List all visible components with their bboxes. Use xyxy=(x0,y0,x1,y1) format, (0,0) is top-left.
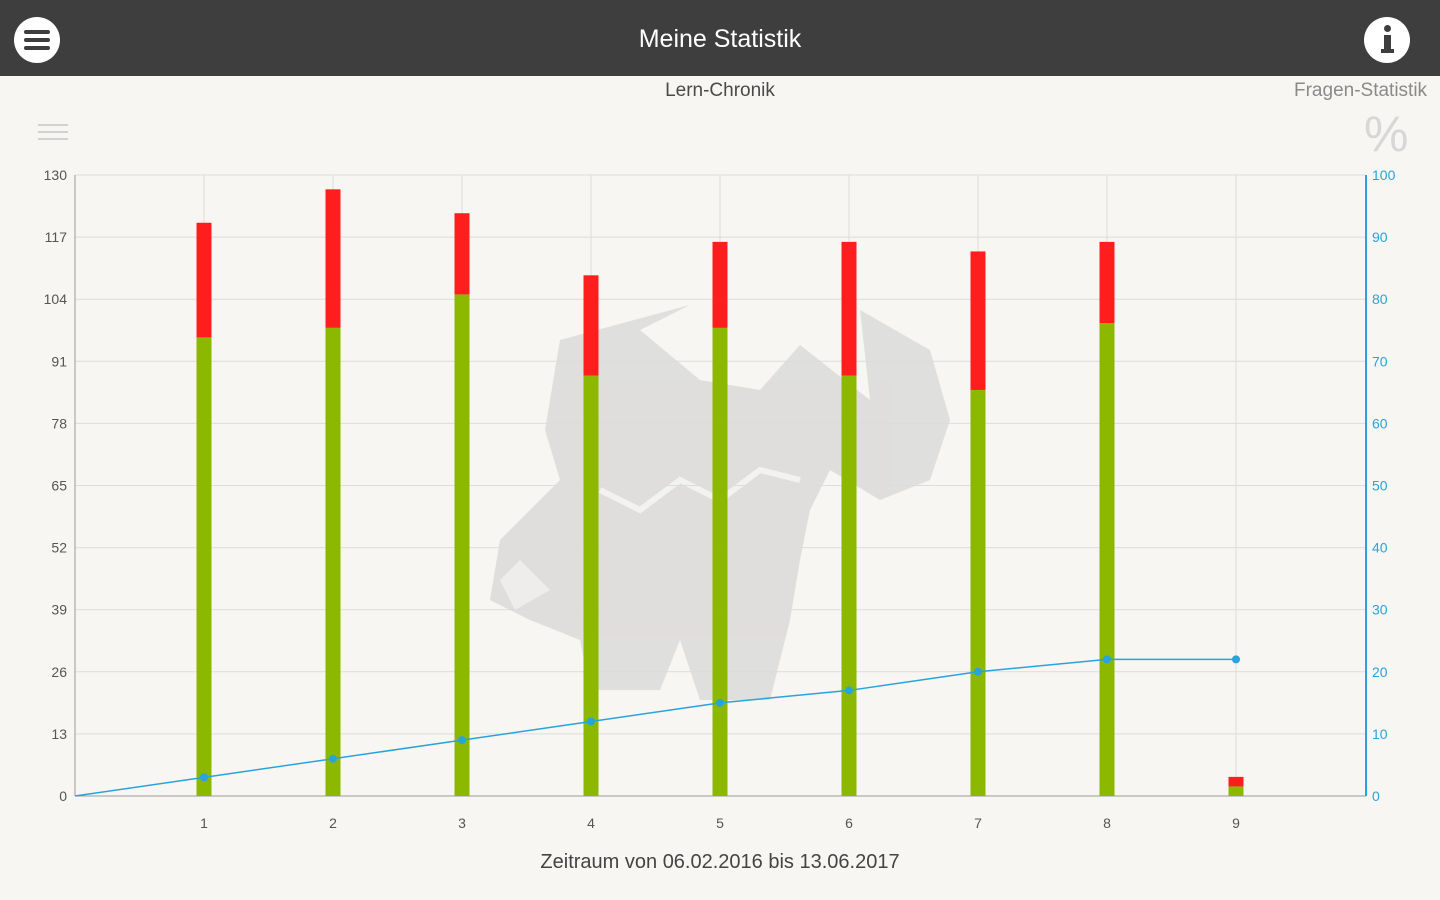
bar-segment-wrong xyxy=(325,189,341,328)
bar-segment-wrong xyxy=(712,241,728,328)
progress-point xyxy=(974,667,982,676)
x-tick-label: 8 xyxy=(1103,815,1111,831)
app-bar: Meine Statistik xyxy=(0,0,1440,76)
x-tick-label: 2 xyxy=(329,815,337,831)
info-icon[interactable] xyxy=(1364,17,1410,63)
y-left-tick-label: 39 xyxy=(51,602,67,618)
progress-point xyxy=(458,736,466,745)
y-right-tick-label: 60 xyxy=(1372,415,1388,431)
period-text: Zeitraum von 06.02.2016 bis 13.06.2017 xyxy=(540,851,900,873)
bar-segment-correct xyxy=(196,337,212,796)
progress-point xyxy=(1103,655,1111,664)
y-left-tick-label: 26 xyxy=(51,664,67,680)
x-tick-label: 7 xyxy=(974,815,982,831)
y-right-tick-label: 20 xyxy=(1372,664,1388,680)
bar-segment-wrong xyxy=(1099,241,1115,324)
progress-point xyxy=(1232,655,1240,664)
x-tick-label: 6 xyxy=(845,815,853,831)
y-right-tick-label: 30 xyxy=(1372,602,1388,618)
bar-segment-correct xyxy=(712,327,728,796)
progress-point xyxy=(329,754,337,763)
y-left-tick-label: 65 xyxy=(51,478,67,494)
chart-bars xyxy=(196,189,1244,796)
bar-segment-correct xyxy=(970,389,986,796)
y-left-tick-label: 117 xyxy=(45,229,68,245)
chart-line xyxy=(74,655,1240,797)
tab-fragen-statistik[interactable]: Fragen-Statistik xyxy=(1294,80,1428,101)
progress-point xyxy=(845,686,853,695)
y-right-tick-label: 100 xyxy=(1372,167,1396,183)
y-left-tick-label: 104 xyxy=(44,291,68,307)
y-left-tick-label: 78 xyxy=(51,415,67,431)
tab-lern-chronik[interactable]: Lern-Chronik xyxy=(665,80,775,101)
progress-line xyxy=(74,658,1236,797)
bar-segment-wrong xyxy=(583,275,599,376)
percent-icon[interactable]: % xyxy=(1364,106,1409,162)
x-tick-label: 9 xyxy=(1232,815,1240,831)
chart-ticks: 0132639526578911041171300102030405060708… xyxy=(44,167,1396,831)
y-right-tick-label: 70 xyxy=(1372,353,1388,369)
bar-segment-correct xyxy=(325,327,341,796)
y-right-tick-label: 50 xyxy=(1372,478,1388,494)
list-icon[interactable] xyxy=(38,122,70,144)
x-tick-label: 4 xyxy=(587,815,595,831)
y-left-tick-label: 130 xyxy=(44,167,68,183)
progress-point xyxy=(200,773,208,782)
x-tick-label: 1 xyxy=(200,815,208,831)
page-title: Meine Statistik xyxy=(638,25,802,53)
y-left-tick-label: 13 xyxy=(51,726,67,742)
progress-point xyxy=(587,717,595,726)
bar-segment-wrong xyxy=(841,241,857,376)
hamburger-menu-icon[interactable] xyxy=(14,17,60,63)
x-tick-label: 3 xyxy=(458,815,466,831)
bar-segment-correct xyxy=(1228,786,1244,796)
y-right-tick-label: 40 xyxy=(1372,540,1388,556)
progress-point xyxy=(716,698,724,707)
bar-segment-correct xyxy=(583,375,599,796)
y-right-tick-label: 90 xyxy=(1372,229,1388,245)
y-right-tick-label: 10 xyxy=(1372,726,1388,742)
y-left-tick-label: 91 xyxy=(51,353,67,369)
y-right-tick-label: 0 xyxy=(1372,788,1380,804)
bar-segment-correct xyxy=(841,375,857,796)
y-left-tick-label: 52 xyxy=(51,540,67,556)
y-right-tick-label: 80 xyxy=(1372,291,1388,307)
bar-segment-wrong xyxy=(196,222,212,338)
x-tick-label: 5 xyxy=(716,815,724,831)
bar-segment-wrong xyxy=(454,213,470,295)
bar-segment-wrong xyxy=(970,251,986,390)
bar-segment-wrong xyxy=(1228,776,1244,787)
bar-segment-correct xyxy=(1099,323,1115,796)
y-left-tick-label: 0 xyxy=(59,788,67,804)
bar-segment-correct xyxy=(454,294,470,796)
